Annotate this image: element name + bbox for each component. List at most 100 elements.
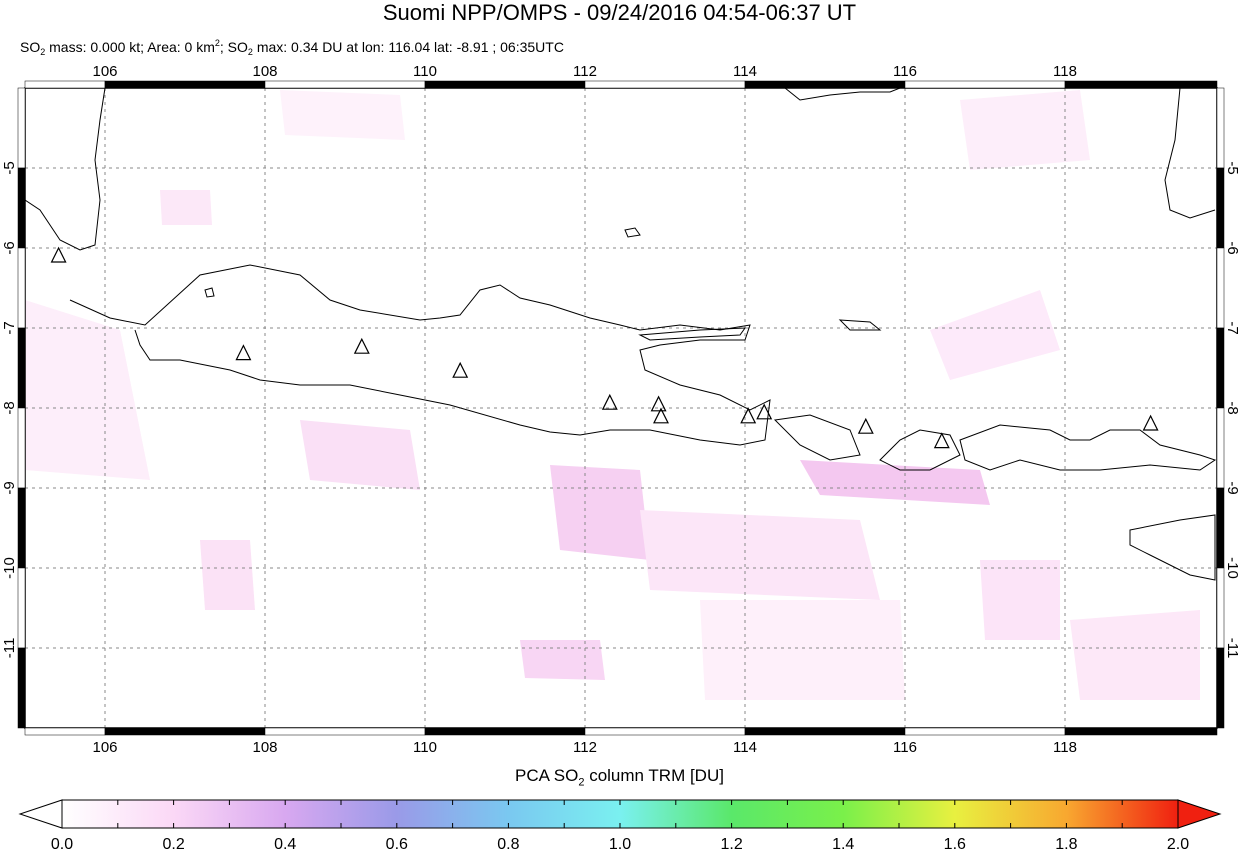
so2-patch — [160, 190, 212, 225]
colorbar-tick-label: 0.6 — [385, 836, 408, 853]
so2-stats-line: SO2 mass: 0.000 kt; Area: 0 km2; SO2 max… — [20, 34, 564, 61]
coastline-sumatra — [25, 88, 106, 251]
frame-bar-bottom — [904, 727, 1066, 736]
frame-bar-bottom — [24, 727, 106, 736]
frame-bar-top — [24, 80, 106, 89]
volcano-triangle-icon — [933, 432, 950, 449]
coastline-sulawesi — [1164, 88, 1216, 219]
lat-tick-label-right: -10 — [1224, 557, 1239, 579]
lon-tick-label-top: 110 — [413, 63, 437, 80]
volcano-triangle-icon — [756, 403, 773, 420]
lon-tick-label-bottom: 110 — [413, 739, 437, 756]
lat-tick-label-left: -8 — [1, 401, 18, 414]
mass-area-text: mass: 0.000 kt; Area: 0 km — [45, 39, 215, 55]
coastline-karimunjawa — [624, 227, 641, 238]
lat-tick-label-right: -11 — [1224, 638, 1239, 659]
frame-bar-left — [17, 647, 26, 729]
coastline-bali — [773, 414, 861, 461]
lon-tick-label-bottom: 114 — [733, 739, 757, 756]
so2-patch — [640, 510, 880, 600]
coastline-java — [69, 264, 771, 446]
so2-patch — [200, 540, 255, 610]
frame-bar-top — [424, 80, 586, 89]
lon-tick-label-top: 116 — [893, 63, 917, 80]
colorbar-tick-label: 0.0 — [50, 836, 74, 853]
so2-patch — [700, 600, 905, 700]
lat-tick-label-left: -7 — [1, 321, 18, 334]
volcano-triangle-icon — [353, 337, 370, 354]
colorbar-label-suffix: column TRM [DU] — [584, 766, 724, 785]
frame-bar-right — [1216, 247, 1225, 329]
graticule — [25, 88, 1217, 728]
frame-bar-bottom — [264, 727, 426, 736]
lon-tick-label-top: 112 — [573, 63, 597, 80]
volcano-markers — [50, 246, 1159, 449]
colorbar-tick-label: 1.6 — [943, 836, 966, 853]
colorbar-label-prefix: PCA SO — [515, 766, 579, 785]
frame-bar-left — [17, 567, 26, 649]
so2-subscript-2: 2 — [247, 47, 253, 57]
max-value-text: max: 0.34 DU at lon: 116.04 lat: -8.91 ;… — [252, 39, 564, 55]
lon-tick-label-top: 106 — [92, 63, 117, 80]
so2-patch — [1070, 610, 1200, 700]
so2-patch — [800, 460, 990, 505]
lat-tick-label-left: -6 — [1, 241, 18, 254]
frame-bar-bottom — [744, 727, 906, 736]
colorbar-tick-label: 0.4 — [274, 836, 297, 853]
so2-concentration-field — [25, 90, 1200, 700]
lat-tick-label-left: -5 — [1, 161, 18, 174]
colorbar-tick-label: 2.0 — [1166, 836, 1190, 853]
coastline-kangean — [838, 319, 882, 331]
volcano-triangle-icon — [50, 246, 67, 263]
so2-patch — [550, 465, 650, 560]
lon-tick-label-bottom: 118 — [1053, 739, 1077, 756]
so2-patch — [930, 290, 1060, 380]
map-frame-ticks — [17, 80, 1225, 736]
coastline-bawean — [204, 287, 215, 298]
colorbar-tick-label: 0.2 — [162, 836, 185, 853]
frame-bar-bottom — [1064, 727, 1218, 736]
coastline-sumbawa — [959, 424, 1217, 471]
lon-tick-label-top: 114 — [733, 63, 757, 80]
colorbar-tick-marks — [61, 800, 1179, 828]
frame-bar-left — [17, 487, 26, 569]
so2-patch — [960, 90, 1090, 170]
map-title: Suomi NPP/OMPS - 09/24/2016 04:54-06:37 … — [382, 0, 857, 25]
lat-tick-label-right: -7 — [1224, 321, 1239, 334]
colorbar-label-sub: 2 — [578, 776, 585, 789]
volcano-triangle-icon — [653, 407, 669, 424]
colorbar-label: PCA SO2 column TRM [DU] — [0, 766, 1239, 788]
frame-bar-bottom — [104, 727, 266, 736]
frame-bar-right — [1216, 167, 1225, 249]
coastline-borneo — [784, 88, 901, 101]
colorbar-tick-label: 1.4 — [832, 836, 855, 853]
colorbar-tick-label: 1.8 — [1055, 836, 1078, 853]
lat-tick-label-left: -9 — [1, 481, 18, 494]
so2-label: SO — [20, 39, 41, 55]
frame-bar-right — [1216, 87, 1225, 169]
frame-bar-top — [904, 80, 1066, 89]
lon-tick-label-bottom: 116 — [893, 739, 917, 756]
colorbar-high-arrow — [1177, 799, 1222, 829]
frame-bar-right — [1216, 647, 1225, 729]
so2-subscript: 2 — [40, 47, 46, 57]
lon-tick-label-top: 118 — [1053, 63, 1077, 80]
frame-bar-left — [17, 167, 26, 249]
frame-bar-top — [104, 80, 266, 89]
frame-bar-bottom — [424, 727, 586, 736]
axis-labels: 106 106 108 108 110 110 112 112 114 114 116 116 118 1… — [1, 63, 1239, 756]
frame-bar-left — [17, 407, 26, 489]
colorbar-tick-label: 1.0 — [608, 836, 632, 853]
so2-patch — [300, 420, 420, 490]
lat-tick-label-left: -11 — [1, 638, 18, 659]
km2-superscript: 2 — [214, 38, 220, 48]
volcano-triangle-icon — [601, 393, 618, 410]
volcano-triangle-icon — [1142, 414, 1159, 431]
frame-bar-right — [1216, 567, 1225, 649]
lat-tick-label-right: -6 — [1224, 241, 1239, 254]
frame-bar-top — [264, 80, 426, 89]
volcano-triangle-icon — [857, 417, 874, 434]
frame-bar-left — [17, 87, 26, 169]
frame-bar-bottom — [584, 727, 746, 736]
lon-tick-label-top: 108 — [252, 63, 277, 80]
